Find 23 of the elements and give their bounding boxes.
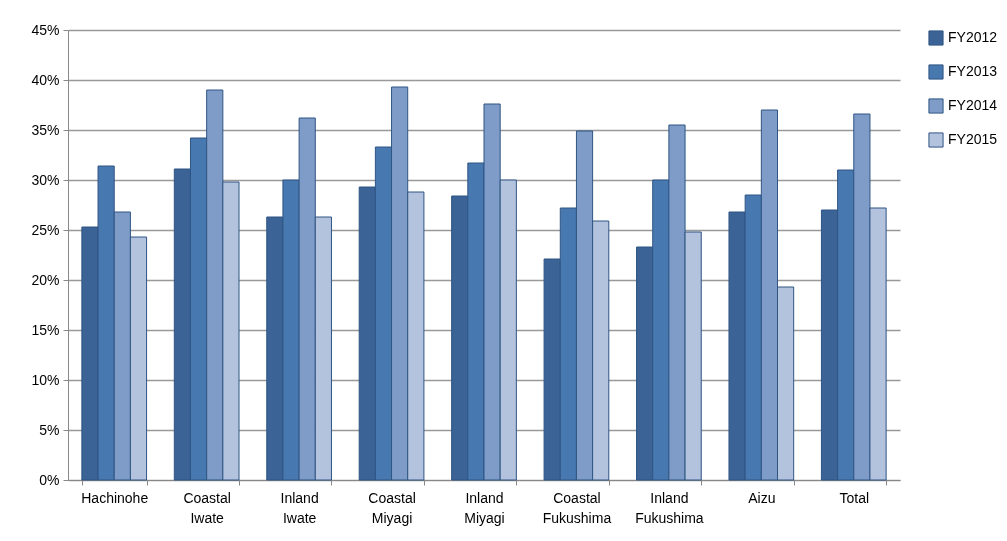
y-tick-label: 10% (31, 371, 60, 388)
y-tick-label: 40% (31, 71, 60, 88)
y-tick-label: 35% (31, 121, 60, 138)
y-tick-label: 45% (31, 21, 60, 38)
x-tick-label: Aizu (748, 489, 776, 506)
y-tick-label: 30% (31, 171, 60, 188)
y-tick-label: 0% (39, 471, 60, 488)
legend-label: FY2014 (948, 97, 998, 113)
x-tick-label: Inland Fukushima (635, 489, 704, 526)
y-tick-label: 5% (39, 421, 60, 438)
x-tick-label: Inland Iwate (280, 489, 319, 526)
legend-label: FY2012 (948, 29, 998, 45)
x-tick-label: Coastal Iwate (183, 489, 231, 526)
x-tick-label: Inland Miyagi (464, 489, 505, 526)
x-tick-label: Total (839, 489, 870, 506)
y-tick-label: 25% (31, 221, 60, 238)
legend-label: FY2015 (948, 131, 998, 147)
y-tick-label: 20% (31, 271, 60, 288)
legend-label: FY2013 (948, 63, 998, 79)
x-tick-label: Hachinohe (81, 489, 149, 506)
x-tick-label: Coastal Fukushima (542, 489, 612, 526)
x-tick-label: Coastal Miyagi (368, 489, 416, 526)
y-tick-label: 15% (31, 321, 60, 338)
